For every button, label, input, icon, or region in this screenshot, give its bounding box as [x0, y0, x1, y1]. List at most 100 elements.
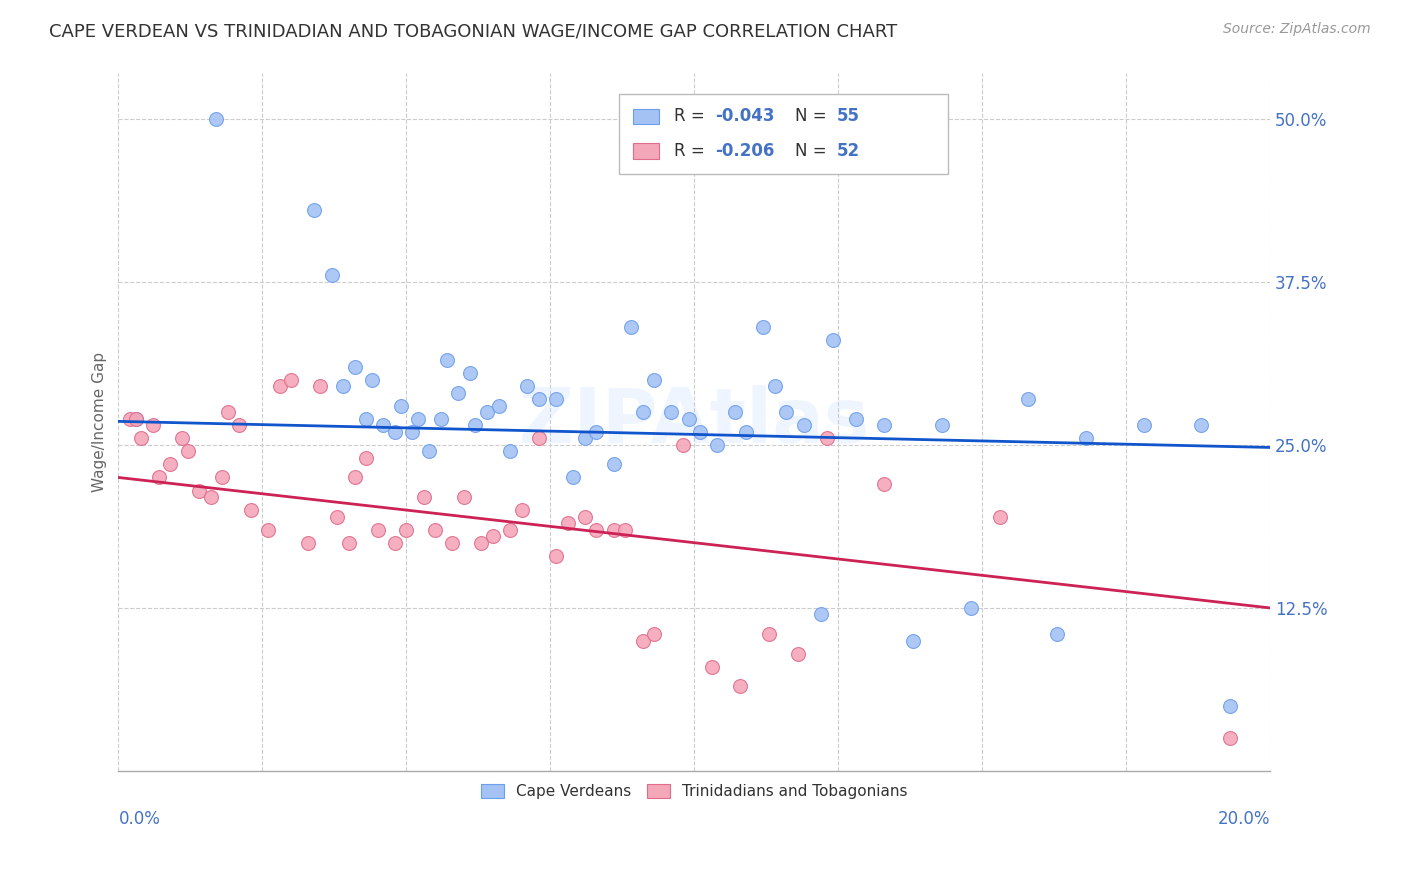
Legend: Cape Verdeans, Trinidadians and Tobagonians: Cape Verdeans, Trinidadians and Tobagoni… — [475, 778, 914, 805]
Point — [228, 418, 250, 433]
Point — [499, 444, 522, 458]
Point — [631, 633, 654, 648]
Point — [1017, 392, 1039, 407]
Point — [453, 490, 475, 504]
Point — [574, 509, 596, 524]
Point — [901, 633, 924, 648]
Point — [499, 523, 522, 537]
Point — [148, 470, 170, 484]
Point — [425, 523, 447, 537]
Point — [481, 529, 503, 543]
Point — [562, 470, 585, 484]
Point — [159, 458, 181, 472]
Point — [354, 411, 377, 425]
Point — [700, 659, 723, 673]
Point — [200, 490, 222, 504]
Point — [510, 503, 533, 517]
Point — [1132, 418, 1154, 433]
Text: R =: R = — [673, 107, 710, 125]
Text: -0.043: -0.043 — [716, 107, 775, 125]
Point — [557, 516, 579, 530]
Point — [488, 399, 510, 413]
Point — [332, 379, 354, 393]
Point — [343, 470, 366, 484]
Point — [643, 627, 665, 641]
Point — [659, 405, 682, 419]
Point — [280, 373, 302, 387]
Point — [574, 431, 596, 445]
Point — [1074, 431, 1097, 445]
Text: 55: 55 — [837, 107, 860, 125]
Point — [724, 405, 747, 419]
Text: Source: ZipAtlas.com: Source: ZipAtlas.com — [1223, 22, 1371, 37]
Text: ZIPAtlas: ZIPAtlas — [519, 385, 870, 459]
Point — [763, 379, 786, 393]
Point — [367, 523, 389, 537]
Point — [401, 425, 423, 439]
Point — [758, 627, 780, 641]
Point — [384, 535, 406, 549]
Y-axis label: Wage/Income Gap: Wage/Income Gap — [93, 352, 107, 492]
Point — [845, 411, 868, 425]
Point — [793, 418, 815, 433]
Point — [354, 450, 377, 465]
Point — [464, 418, 486, 433]
Point — [118, 411, 141, 425]
Point — [304, 202, 326, 217]
Point — [931, 418, 953, 433]
Point — [787, 647, 810, 661]
Point — [735, 425, 758, 439]
Point — [516, 379, 538, 393]
Text: -0.206: -0.206 — [716, 142, 775, 161]
Point — [326, 509, 349, 524]
Point — [988, 509, 1011, 524]
Point — [447, 385, 470, 400]
Point — [170, 431, 193, 445]
Point — [188, 483, 211, 498]
Point — [821, 334, 844, 348]
Point — [643, 373, 665, 387]
Point — [810, 607, 832, 622]
Point — [602, 523, 624, 537]
Point — [1189, 418, 1212, 433]
Point — [337, 535, 360, 549]
Point — [406, 411, 429, 425]
Text: 52: 52 — [837, 142, 860, 161]
Point — [873, 418, 896, 433]
Point — [360, 373, 382, 387]
Text: 20.0%: 20.0% — [1218, 810, 1270, 828]
Point — [269, 379, 291, 393]
Point — [873, 477, 896, 491]
Point — [395, 523, 418, 537]
Point — [689, 425, 711, 439]
Point — [527, 431, 550, 445]
Point — [475, 405, 498, 419]
Point — [1046, 627, 1069, 641]
Text: CAPE VERDEAN VS TRINIDADIAN AND TOBAGONIAN WAGE/INCOME GAP CORRELATION CHART: CAPE VERDEAN VS TRINIDADIAN AND TOBAGONI… — [49, 22, 897, 40]
Point — [706, 438, 728, 452]
Point — [142, 418, 165, 433]
Text: R =: R = — [673, 142, 710, 161]
Point — [125, 411, 148, 425]
Point — [585, 425, 607, 439]
Point — [678, 411, 700, 425]
Point — [309, 379, 332, 393]
Point — [959, 601, 981, 615]
Text: N =: N = — [794, 142, 831, 161]
Point — [1219, 698, 1241, 713]
Point — [441, 535, 464, 549]
FancyBboxPatch shape — [633, 109, 658, 124]
Point — [125, 411, 148, 425]
Point — [546, 549, 568, 563]
Point — [527, 392, 550, 407]
Point — [211, 470, 233, 484]
Point — [436, 353, 458, 368]
Point — [730, 679, 752, 693]
Point — [775, 405, 797, 419]
Point — [412, 490, 434, 504]
Point — [321, 268, 343, 283]
FancyBboxPatch shape — [620, 94, 948, 174]
Point — [239, 503, 262, 517]
Point — [373, 418, 395, 433]
Point — [176, 444, 198, 458]
